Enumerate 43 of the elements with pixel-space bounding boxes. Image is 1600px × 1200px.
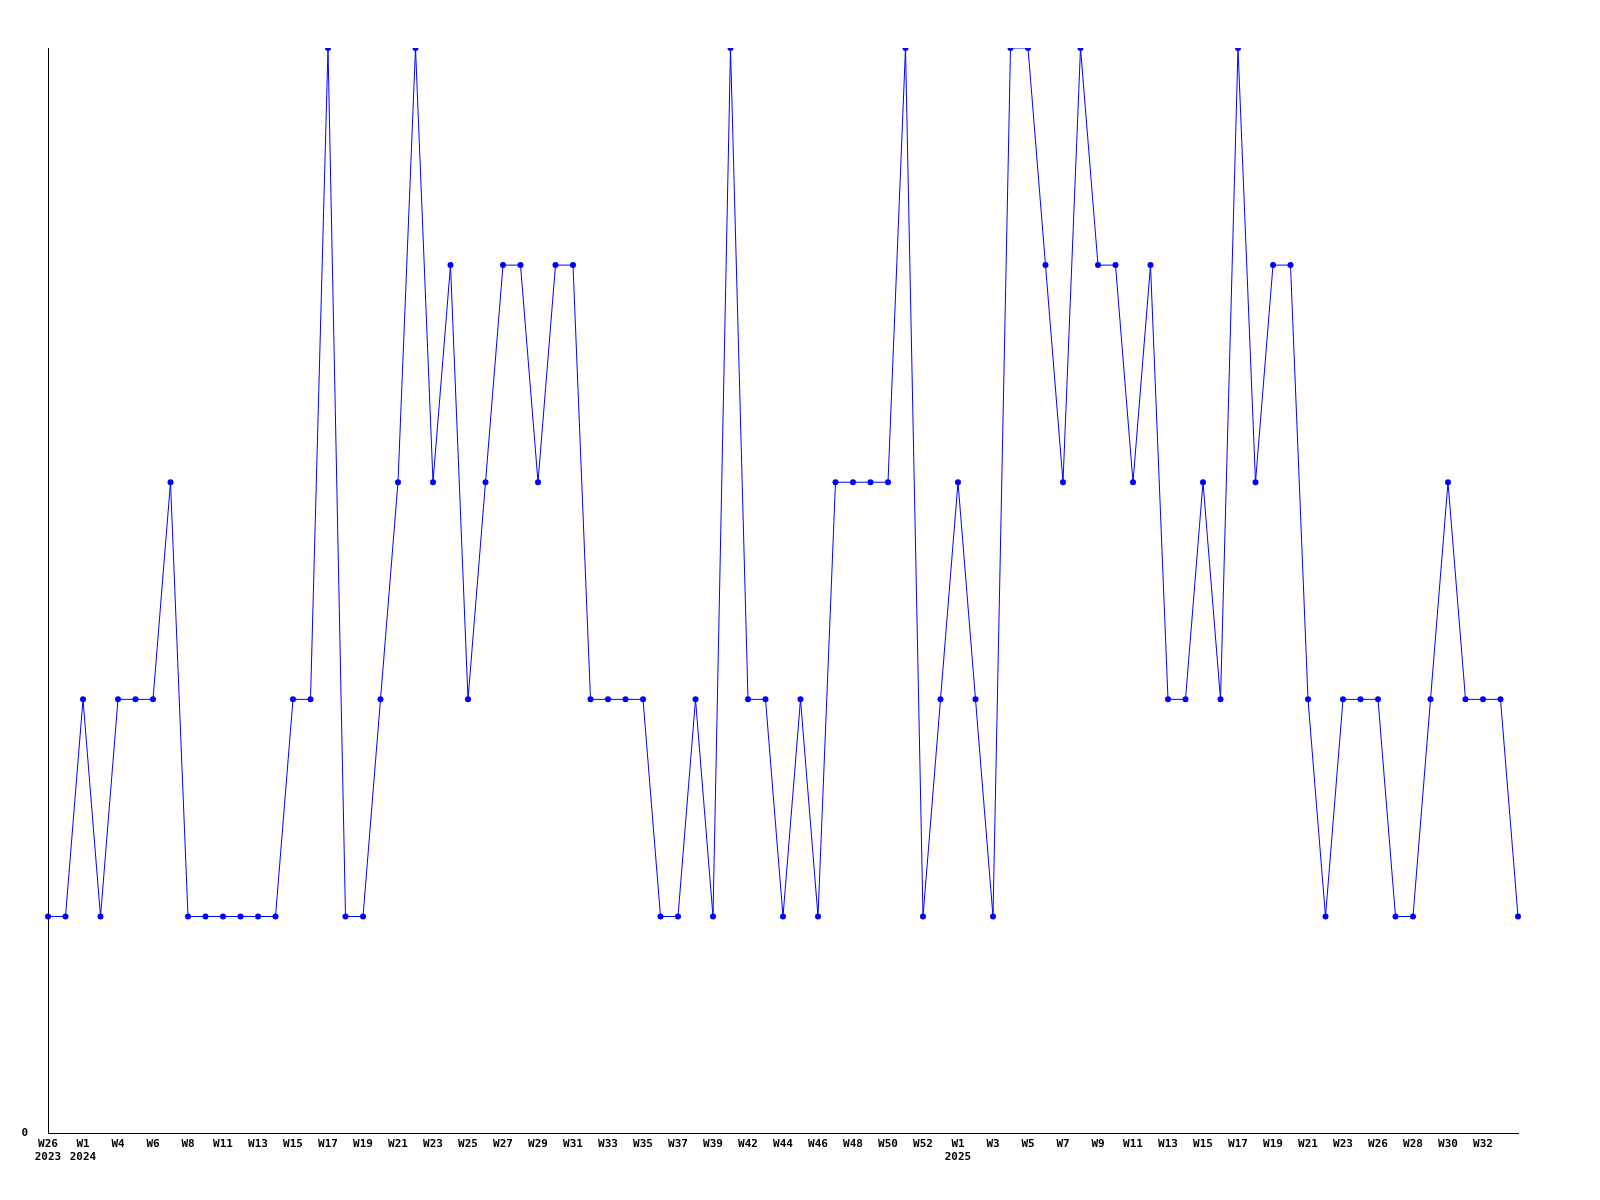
x-tick-label: W19 bbox=[353, 1137, 373, 1151]
x-tick-label: W11 bbox=[213, 1137, 234, 1151]
x-tick-label: W52 bbox=[913, 1137, 933, 1151]
x-tick-label: W25 bbox=[458, 1137, 478, 1151]
text: 0 bbox=[21, 1126, 28, 1140]
x-tick-label: W9 bbox=[1091, 1137, 1105, 1151]
x-tick-label: W23 bbox=[1333, 1137, 1353, 1151]
x-tick-label: W3 bbox=[986, 1137, 1000, 1151]
x-tick-label: W37 bbox=[668, 1137, 688, 1151]
x-tick-label: W44 bbox=[773, 1137, 794, 1151]
x-tick-label: W17 bbox=[318, 1137, 338, 1151]
x-tick-label: W21 bbox=[388, 1137, 409, 1151]
x-tick-label: W13 bbox=[1158, 1137, 1178, 1151]
x-tick-label: W26 bbox=[1368, 1137, 1389, 1151]
x-tick-label: W1 2024 bbox=[69, 1137, 97, 1164]
x-tick-label: W7 bbox=[1056, 1137, 1070, 1151]
x-tick-label: W28 bbox=[1403, 1137, 1423, 1151]
x-tick-label: W48 bbox=[843, 1137, 863, 1151]
x-tick-label: W11 bbox=[1123, 1137, 1144, 1151]
x-tick-label: W39 bbox=[703, 1137, 723, 1151]
x-tick-label: W13 bbox=[248, 1137, 268, 1151]
x-tick-label: W35 bbox=[633, 1137, 653, 1151]
x-tick-label: W1 2025 bbox=[944, 1137, 972, 1164]
x-tick-label: W42 bbox=[738, 1137, 758, 1151]
x-tick-label: W17 bbox=[1228, 1137, 1248, 1151]
x-tick-label: W19 bbox=[1263, 1137, 1283, 1151]
x-tick-label: W23 bbox=[423, 1137, 443, 1151]
x-tick-label: W15 bbox=[283, 1137, 303, 1151]
x-tick-label: W33 bbox=[598, 1137, 618, 1151]
x-tick-label: W27 bbox=[493, 1137, 513, 1151]
x-tick-label: W6 bbox=[146, 1137, 160, 1151]
x-tick-label: W31 bbox=[563, 1137, 584, 1151]
x-tick-label: W15 bbox=[1193, 1137, 1213, 1151]
x-tick-label: W4 bbox=[111, 1137, 125, 1151]
x-tick-label: W5 bbox=[1021, 1137, 1035, 1151]
x-tick-label: W30 bbox=[1438, 1137, 1458, 1151]
x-tick-label: W21 bbox=[1298, 1137, 1319, 1151]
x-tick-label: W26 2023 bbox=[34, 1137, 62, 1164]
x-tick-label: W46 bbox=[808, 1137, 829, 1151]
x-tick-label: W50 bbox=[878, 1137, 898, 1151]
x-tick-label: W32 bbox=[1473, 1137, 1493, 1151]
x-tick-label: W8 bbox=[181, 1137, 195, 1151]
x-tick-label: W29 bbox=[528, 1137, 548, 1151]
